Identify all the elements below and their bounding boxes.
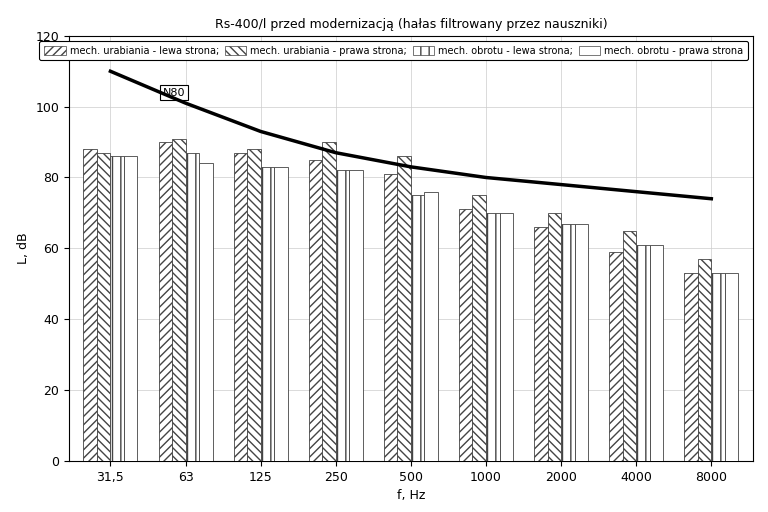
Bar <box>124 156 137 461</box>
Bar <box>274 167 288 461</box>
Bar <box>199 163 213 461</box>
Bar <box>158 142 172 461</box>
Bar <box>349 170 362 461</box>
Bar <box>172 139 186 461</box>
Bar <box>260 167 274 461</box>
Bar <box>534 227 548 461</box>
Bar <box>233 153 247 461</box>
X-axis label: f, Hz: f, Hz <box>397 489 425 502</box>
Bar <box>725 273 738 461</box>
Bar <box>384 174 397 461</box>
Bar <box>247 149 260 461</box>
Bar <box>684 273 698 461</box>
Bar <box>425 191 438 461</box>
Bar <box>548 213 561 461</box>
Bar <box>97 153 111 461</box>
Bar <box>397 156 411 461</box>
Bar <box>609 252 623 461</box>
Bar <box>84 149 97 461</box>
Bar <box>472 195 486 461</box>
Bar <box>323 142 336 461</box>
Bar <box>411 195 425 461</box>
Bar <box>698 259 711 461</box>
Bar <box>486 213 499 461</box>
Legend: mech. urabiania - lewa strona;, mech. urabiania - prawa strona;, mech. obrotu - : mech. urabiania - lewa strona;, mech. ur… <box>39 40 748 60</box>
Bar <box>561 224 574 461</box>
Bar <box>650 245 664 461</box>
Bar <box>623 230 636 461</box>
Bar <box>111 156 124 461</box>
Text: N80: N80 <box>163 88 186 97</box>
Bar <box>636 245 650 461</box>
Bar <box>186 153 199 461</box>
Bar <box>499 213 513 461</box>
Bar <box>309 160 323 461</box>
Y-axis label: L, dB: L, dB <box>17 232 30 264</box>
Bar <box>574 224 588 461</box>
Bar <box>336 170 349 461</box>
Bar <box>711 273 725 461</box>
Bar <box>459 209 472 461</box>
Title: Rs-400/l przed modernizacją (hałas filtrowany przez nauszniki): Rs-400/l przed modernizacją (hałas filtr… <box>214 17 607 31</box>
